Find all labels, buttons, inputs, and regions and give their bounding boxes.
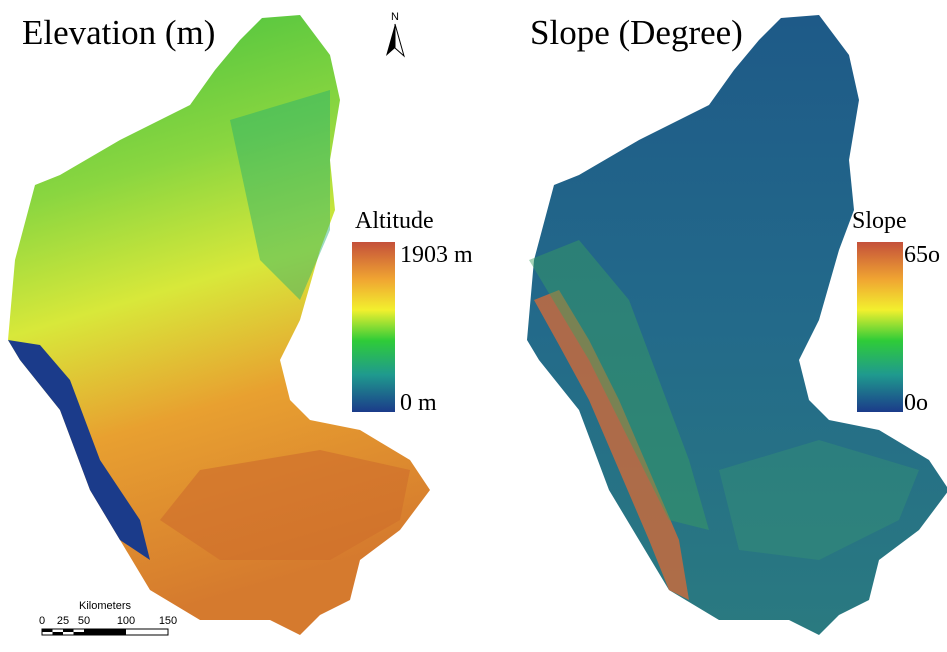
legend-title: Altitude [355, 208, 434, 234]
legend-title: Slope [852, 208, 907, 234]
legend-max: 65o [904, 242, 940, 268]
legend-ramp [857, 242, 903, 412]
scale-tick: 100 [117, 615, 135, 627]
legend-min: 0o [904, 390, 928, 416]
scale-tick: 150 [159, 615, 177, 627]
panel-title: Elevation (m) [22, 13, 215, 52]
legend-max: 1903 m [400, 242, 473, 268]
scale-tick: 25 [57, 615, 69, 627]
figure: Elevation (m) N Altitude 1903 m 0 m Kilo… [0, 0, 947, 652]
north-arrow: N [386, 11, 404, 56]
scale-title: Kilometers [79, 600, 131, 612]
scale-tick: 50 [78, 615, 90, 627]
panel-title: Slope (Degree) [530, 13, 743, 52]
scale-tick: 0 [39, 615, 45, 627]
north-label: N [391, 11, 399, 23]
legend-min: 0 m [400, 390, 437, 416]
scale-bar: Kilometers 0 25 50 100 150 [39, 600, 177, 635]
legend-ramp [352, 242, 395, 412]
